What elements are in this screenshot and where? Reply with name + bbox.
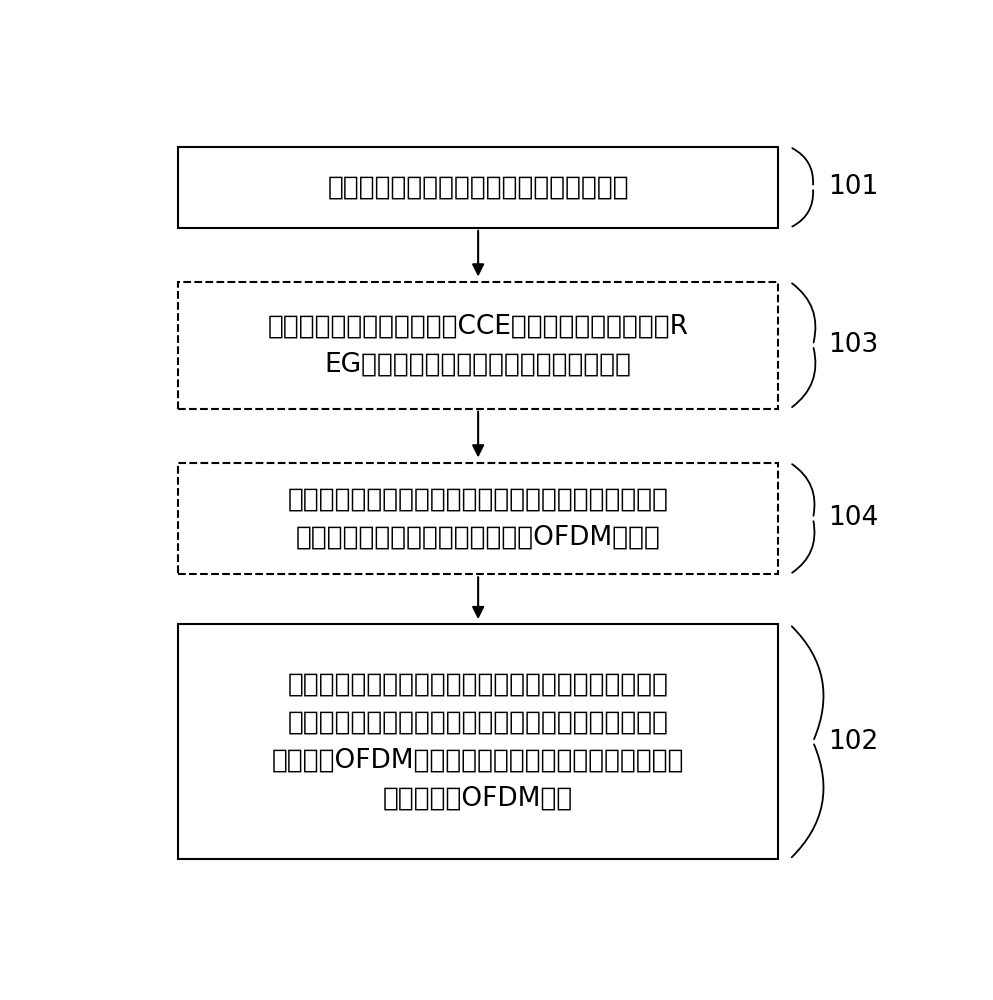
Text: 104: 104 [828,505,879,531]
Bar [178,147,779,228]
Text: 103: 103 [828,332,879,358]
Bar [178,282,779,409]
Bar [178,463,779,574]
Text: 102: 102 [828,729,879,755]
Bar [178,624,779,859]
Text: 将每个控制信道资源集合内的参考信号设置于所述每个
控制信道资源集合所占用的第一个OFDM符号上: 将每个控制信道资源集合内的参考信号设置于所述每个 控制信道资源集合所占用的第一个… [288,486,668,550]
Text: 将构成一个控制信道单元（CCE）的所有资源粒子组（R
EG）均设置于同一个控制信道资源集合内: 将构成一个控制信道单元（CCE）的所有资源粒子组（R EG）均设置于同一个控制信… [268,313,688,377]
Text: 确定下行控制信道的物理资源块的划分方式: 确定下行控制信道的物理资源块的划分方式 [328,174,629,200]
Text: 101: 101 [828,174,879,200]
Text: 发送所述划分方式，该物理资源块被划分为若干个控制
信道资源集合，每个控制信道资源集合在时域上占用相
邻的两个OFDM符号；所述下行控制信道在时域上占用
相邻的四: 发送所述划分方式，该物理资源块被划分为若干个控制 信道资源集合，每个控制信道资源… [272,672,684,812]
